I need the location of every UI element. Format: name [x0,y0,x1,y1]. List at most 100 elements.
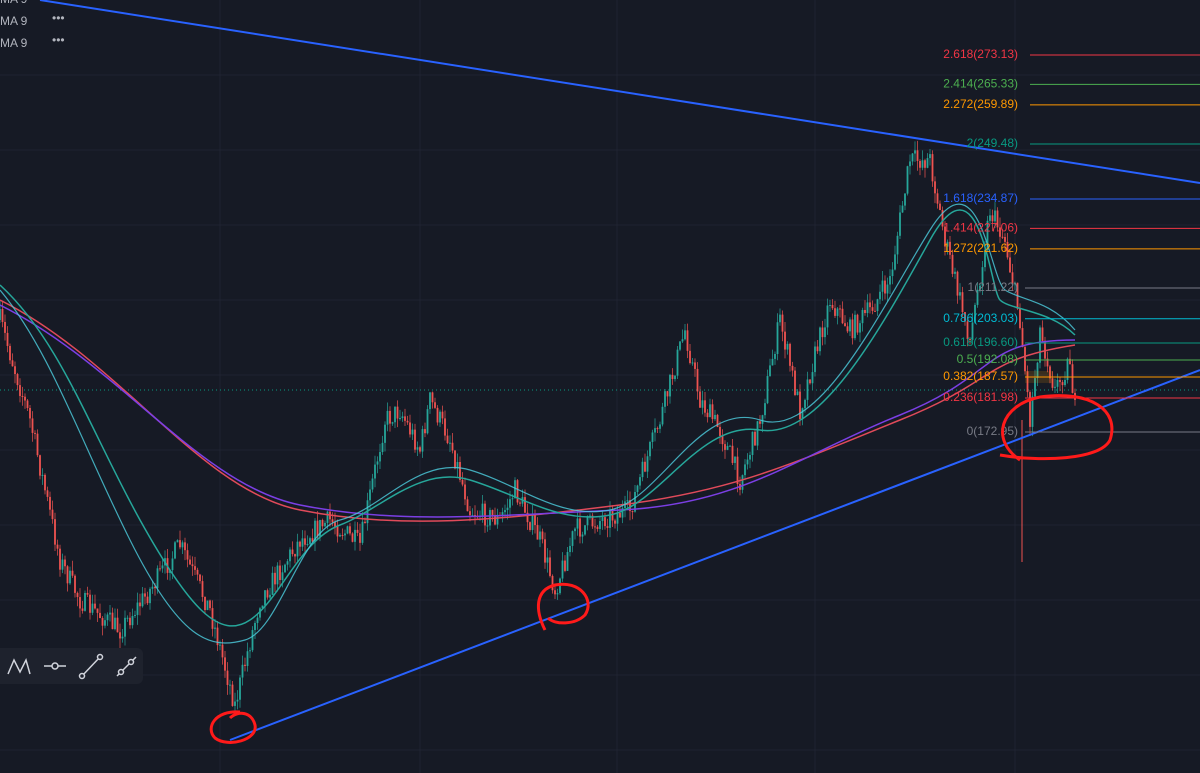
candle-body [176,540,179,543]
candle-body [786,343,789,350]
candle-body [606,526,609,528]
indicator-label: SMA 9 [0,14,28,28]
candle-body [454,450,456,469]
candle-body [334,522,336,527]
candle-body [181,542,184,548]
candle-body [719,426,721,436]
candle-body [981,267,984,286]
candle-body [691,362,694,364]
candle-body [671,374,674,380]
candle-body [669,374,671,397]
candle-body [219,644,221,646]
candle-body [664,391,666,407]
candle-body [451,442,454,451]
candle-body [489,510,491,526]
annotations [209,394,1114,744]
candle-body [1059,379,1061,383]
candle-body [941,209,944,227]
candle-body [96,608,99,613]
indicator-menu: ••• [52,0,65,3]
candle-body [54,519,56,545]
candle-body [56,544,59,549]
candle-body [491,510,494,517]
candle-body [776,322,779,354]
candle-body [561,560,564,579]
candle-body [511,498,514,500]
candle-body [774,353,776,359]
candle-body [566,552,569,571]
candle-body [599,521,601,529]
candle-body [11,360,14,367]
candle-body [66,566,69,584]
candle-body [401,416,404,419]
candle-body [781,314,784,332]
candle-body [696,368,699,392]
candle-body [994,210,996,222]
candle-body [986,220,989,250]
candle-body [436,407,439,423]
candle-body [461,479,464,485]
candle-body [406,420,409,423]
candle-body [159,568,161,570]
candle-body [256,617,259,623]
candle-body [224,657,226,671]
candle-body [749,454,751,460]
candle-body [686,330,689,351]
candle-body [741,475,744,490]
candle-body [394,406,396,423]
candle-body [326,511,329,523]
candle-body [284,564,286,573]
candle-body [796,391,799,395]
candle-body [239,677,241,700]
candle-body [231,684,234,706]
candle-body [389,410,391,424]
candle-body [1069,358,1071,365]
candle-body [136,602,139,615]
fib-label: 0.786(203.03) [943,311,1018,325]
candle-body [206,600,209,611]
candle-body [584,525,586,535]
candle-body [396,406,399,419]
candle-body [184,542,186,551]
fib-label: 0(172.95) [967,424,1018,438]
candle-body [989,215,991,221]
tool-trendline[interactable] [81,656,101,677]
candle-body [631,511,634,513]
candle-body [646,456,649,472]
candle-body [681,339,684,342]
candle-body [414,429,416,450]
candle-body [714,414,716,420]
candle-body [501,512,504,516]
candle-body [969,339,971,341]
tool-pattern[interactable] [7,657,31,675]
candle-body [924,160,926,168]
candle-body [539,531,541,540]
candle-body [651,432,654,442]
candle-body [604,517,606,527]
candle-body [849,319,851,332]
candle-body [21,395,24,397]
candle-body [576,518,579,529]
candle-body [754,431,756,446]
candle-body [189,559,191,565]
candle-body [481,503,484,517]
fib-label: 0.236(181.98) [943,390,1018,404]
candle-body [381,442,384,453]
circle-mark [536,582,590,631]
candle-body [594,526,596,528]
candle-body [494,516,496,525]
candle-body [929,154,931,159]
candle-body [694,362,696,369]
candle-body [906,166,909,194]
candle-body [431,392,434,403]
ma-red [0,299,1076,522]
candle-body [974,304,976,323]
candle-body [214,627,216,629]
candle-body [259,608,261,618]
candle-body [859,323,861,333]
candle-body [1054,386,1056,388]
fib-label: 1(211.22) [968,280,1018,294]
candle-body [291,549,294,555]
candle-body [979,285,981,290]
candle-body [1041,327,1044,341]
